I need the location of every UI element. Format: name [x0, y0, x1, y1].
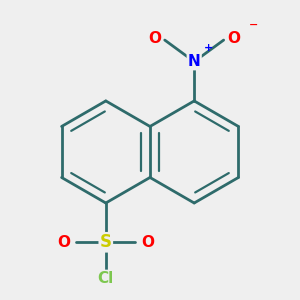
Text: N: N: [188, 54, 201, 69]
Text: S: S: [100, 233, 112, 251]
Text: Cl: Cl: [98, 271, 114, 286]
Text: +: +: [204, 43, 213, 53]
Text: O: O: [141, 235, 154, 250]
Text: O: O: [58, 235, 70, 250]
Text: O: O: [228, 31, 241, 46]
Text: O: O: [148, 31, 161, 46]
Text: −: −: [249, 20, 259, 30]
